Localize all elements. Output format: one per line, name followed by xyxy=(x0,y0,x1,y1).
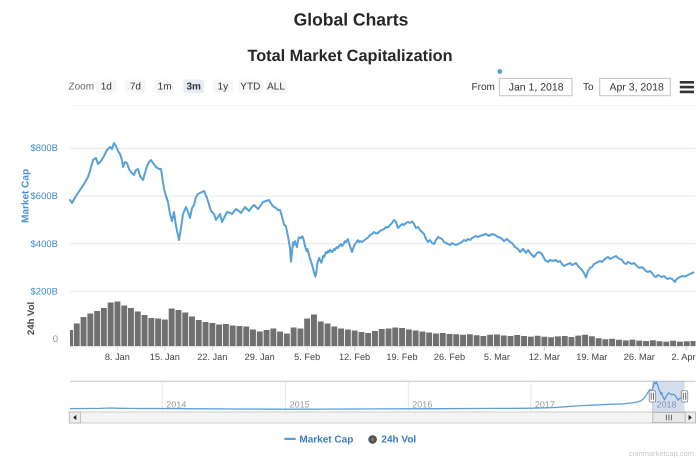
svg-text:15. Jan: 15. Jan xyxy=(150,352,180,362)
svg-text:2018: 2018 xyxy=(657,400,677,410)
svg-text:From: From xyxy=(472,82,495,93)
svg-text:24h Vol: 24h Vol xyxy=(26,302,37,335)
svg-text:Zoom: Zoom xyxy=(69,82,95,93)
svg-text:Market Cap: Market Cap xyxy=(20,169,31,223)
svg-text:$400B: $400B xyxy=(31,239,58,250)
svg-text:2. Apr: 2. Apr xyxy=(671,352,695,362)
svg-text:0: 0 xyxy=(53,334,58,345)
svg-text:7d: 7d xyxy=(130,82,141,93)
svg-text:26. Feb: 26. Feb xyxy=(434,352,465,362)
svg-text:Jan 1, 2018: Jan 1, 2018 xyxy=(509,82,564,94)
svg-text:$200B: $200B xyxy=(31,287,58,298)
svg-text:Market Cap: Market Cap xyxy=(299,435,353,446)
svg-text:24h Vol: 24h Vol xyxy=(381,435,416,446)
svg-text:1d: 1d xyxy=(101,82,112,93)
svg-text:22. Jan: 22. Jan xyxy=(197,352,227,362)
svg-text:2016: 2016 xyxy=(412,400,432,410)
svg-text:3m: 3m xyxy=(186,82,201,93)
svg-text:Total Market Capitalization: Total Market Capitalization xyxy=(247,47,452,65)
svg-text:coinmarketcap.com: coinmarketcap.com xyxy=(629,449,694,458)
svg-text:8. Jan: 8. Jan xyxy=(105,352,130,362)
svg-text:ALL: ALL xyxy=(267,82,285,93)
svg-text:2014: 2014 xyxy=(166,400,186,410)
svg-text:12. Feb: 12. Feb xyxy=(339,352,370,362)
svg-text:5. Mar: 5. Mar xyxy=(484,352,510,362)
svg-text:19. Feb: 19. Feb xyxy=(386,352,417,362)
svg-text:1y: 1y xyxy=(218,82,229,93)
svg-text:Global Charts: Global Charts xyxy=(294,9,409,29)
svg-text:Apr 3, 2018: Apr 3, 2018 xyxy=(610,82,664,94)
svg-text:$800B: $800B xyxy=(31,143,58,154)
svg-text:2015: 2015 xyxy=(290,400,310,410)
svg-text:12. Mar: 12. Mar xyxy=(529,352,560,362)
svg-text:2017: 2017 xyxy=(535,400,555,410)
svg-text:5. Feb: 5. Feb xyxy=(294,352,320,362)
svg-text:YTD: YTD xyxy=(240,82,260,93)
svg-text:26. Mar: 26. Mar xyxy=(624,352,655,362)
svg-text:To: To xyxy=(583,82,594,93)
svg-text:19. Mar: 19. Mar xyxy=(576,352,607,362)
svg-text:29. Jan: 29. Jan xyxy=(245,352,275,362)
svg-text:$600B: $600B xyxy=(31,191,58,202)
svg-text:1m: 1m xyxy=(158,82,172,93)
